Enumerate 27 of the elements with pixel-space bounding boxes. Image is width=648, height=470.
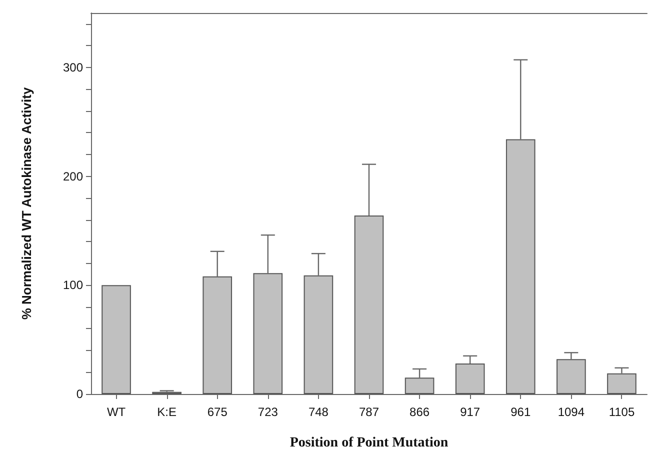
- bar: [253, 273, 283, 394]
- x-tick-label: 1094: [558, 405, 585, 419]
- x-tick-label: 1105: [608, 405, 635, 419]
- x-axis-title: Position of Point Mutation: [290, 436, 448, 450]
- x-tick-label: 961: [510, 405, 531, 419]
- x-tick-label: 917: [460, 405, 480, 419]
- bar: [506, 139, 536, 394]
- y-axis-title: % Normalized WT Autokinase Activity: [19, 86, 34, 320]
- bar: [607, 373, 636, 394]
- y-tick-label: 0: [76, 387, 84, 401]
- bar: [304, 275, 334, 394]
- bar: [556, 359, 586, 394]
- bar: [202, 276, 232, 394]
- y-tick-label: 100: [62, 278, 84, 292]
- bar: [354, 215, 384, 394]
- x-tick-label: 866: [410, 405, 430, 419]
- x-tick-label: 675: [207, 405, 228, 419]
- bar: [455, 364, 485, 394]
- x-tick-label: 787: [358, 405, 380, 419]
- y-tick-label: 300: [62, 60, 84, 74]
- x-tick-label: K:E: [157, 405, 176, 419]
- y-tick-label: 200: [62, 169, 84, 184]
- bar: [404, 378, 434, 394]
- x-tick-label: 748: [308, 405, 329, 419]
- x-tick-label: WT: [106, 405, 126, 419]
- x-tick-label: 723: [258, 405, 278, 419]
- bar: [102, 285, 131, 394]
